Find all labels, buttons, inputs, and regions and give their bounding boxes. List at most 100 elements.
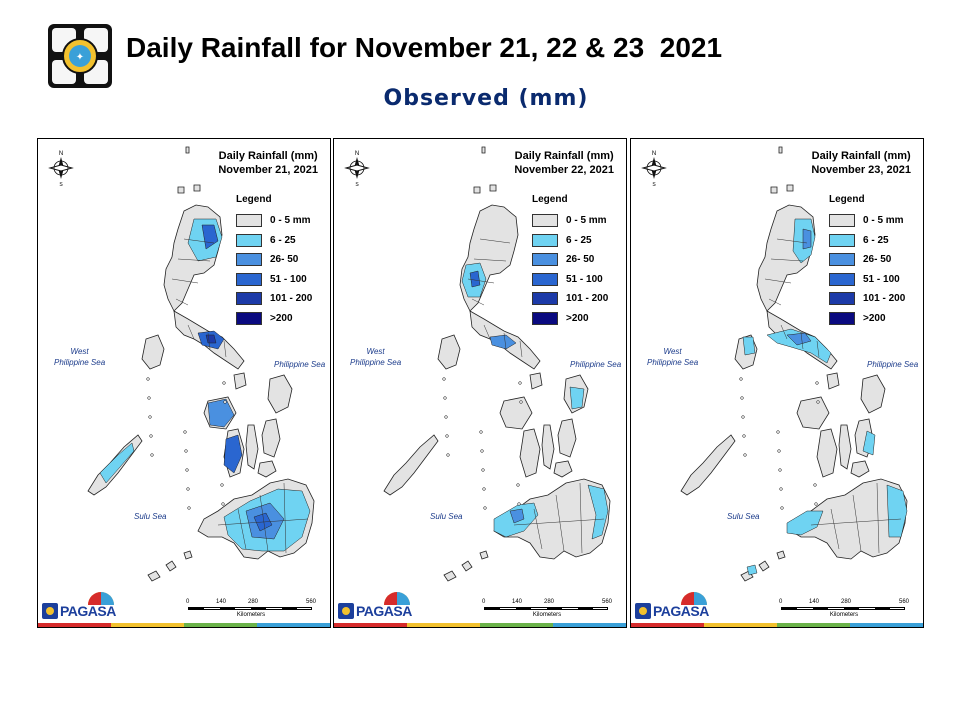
color-strip-segment <box>480 623 553 627</box>
legend-label: 26- 50 <box>863 254 892 266</box>
legend-item: >200 <box>236 309 320 329</box>
legend-label: >200 <box>863 312 886 324</box>
islet <box>815 381 819 385</box>
province-boundary <box>816 340 820 358</box>
color-strip-segment <box>257 623 330 627</box>
legend-swatch <box>532 214 558 228</box>
legend-swatch <box>829 214 855 228</box>
color-strip-segment <box>38 623 111 627</box>
island-outline <box>165 560 177 572</box>
legend-swatch <box>236 272 262 286</box>
island-outline <box>778 146 783 154</box>
north-arrow-icon: N S <box>641 151 667 187</box>
page-subtitle: Observed (mm) <box>383 86 589 111</box>
legend-swatch <box>236 214 262 228</box>
sulu-sea-label: Sulu Sea <box>134 512 167 521</box>
islet <box>184 449 188 453</box>
scale-tick: 560 <box>602 599 613 605</box>
scale-unit: Kilometers <box>236 612 266 618</box>
province-boundary <box>764 278 792 284</box>
island-outline <box>826 372 840 390</box>
island-outline <box>557 418 577 458</box>
map-title: Daily Rainfall (mm) November 22, 2021 <box>514 149 614 177</box>
islet <box>813 483 817 487</box>
islet <box>442 377 446 381</box>
pagasa-mini-logo <box>42 603 58 619</box>
umbrella-icon <box>384 592 410 605</box>
legend-label: 0 - 5 mm <box>270 215 311 227</box>
philippines-map <box>680 146 908 582</box>
color-strip-segment <box>704 623 777 627</box>
islet <box>480 449 484 453</box>
island-outline <box>257 460 277 478</box>
color-strip-segment <box>777 623 850 627</box>
umbrella-icon <box>681 592 707 605</box>
legend-label: >200 <box>566 312 589 324</box>
pagasa-brand-text: PAGASA <box>60 603 116 619</box>
svg-text:S: S <box>652 182 656 187</box>
svg-text:S: S <box>355 182 359 187</box>
scale-tick: 0 <box>482 599 486 605</box>
page-title: Daily Rainfall for November 21, 22 & 23 … <box>126 32 723 63</box>
province-boundary <box>467 278 495 284</box>
legend-swatch <box>236 233 262 247</box>
island-outline <box>838 424 852 470</box>
rainfall-area <box>802 228 812 250</box>
province-boundary <box>237 508 247 550</box>
legend-item: 51 - 100 <box>829 270 913 290</box>
islet <box>221 502 225 506</box>
legend-label: 51 - 100 <box>566 273 603 285</box>
island-outline <box>141 334 165 370</box>
svg-text:N: N <box>355 151 359 157</box>
island-outline <box>499 396 533 430</box>
legend-label: 0 - 5 mm <box>566 215 607 227</box>
legend-label: 0 - 5 mm <box>863 215 904 227</box>
philippine-sea-label: Philippine Sea <box>867 360 919 369</box>
province-boundary <box>780 324 788 340</box>
island-outline <box>267 374 293 414</box>
rainfall-map-panel-3: N S Daily Rainfall (mm) November 23, 202… <box>630 138 924 628</box>
color-strip-segment <box>184 623 257 627</box>
rainfall-area <box>862 430 876 456</box>
islet <box>183 430 187 434</box>
island-outline <box>541 424 555 470</box>
legend-label: 6 - 25 <box>270 234 296 246</box>
legend-item: 26- 50 <box>532 250 616 270</box>
pagasa-brand: PAGASA <box>42 591 118 621</box>
islet <box>741 415 745 419</box>
islet <box>479 430 483 434</box>
pagasa-brand: PAGASA <box>635 591 711 621</box>
rainfall-map-panel-1: N S Daily Rainfall (mm) November 21, 202… <box>37 138 331 628</box>
province-boundary <box>776 238 808 244</box>
legend-label: 101 - 200 <box>566 293 609 305</box>
west-sea-name: Philippine Sea <box>54 358 106 367</box>
islet <box>742 434 746 438</box>
island-outline <box>443 570 457 582</box>
legend-swatch <box>829 292 855 306</box>
color-strip <box>334 623 626 627</box>
scale-tick: 140 <box>216 599 227 605</box>
island-outline <box>770 186 778 194</box>
legend-item: 51 - 100 <box>236 270 320 290</box>
province-boundary <box>519 340 523 358</box>
island-outline <box>850 460 870 478</box>
legend-item: 6 - 25 <box>532 231 616 251</box>
legend-swatch <box>829 311 855 325</box>
legend-label: 101 - 200 <box>863 293 906 305</box>
island-outline <box>519 428 541 478</box>
scale-tick: 0 <box>186 599 190 605</box>
island-outline <box>473 186 481 194</box>
svg-text:S: S <box>59 182 63 187</box>
rainfall-area <box>766 328 832 364</box>
legend-swatch <box>236 311 262 325</box>
color-strip-segment <box>631 623 704 627</box>
island-outline <box>185 146 190 154</box>
island-outline <box>860 374 886 414</box>
scale-tick: 280 <box>544 599 555 605</box>
legend-label: 51 - 100 <box>863 273 900 285</box>
legend-label: >200 <box>270 312 293 324</box>
province-boundary <box>183 238 215 244</box>
province-boundary <box>473 258 507 262</box>
legend: Legend 0 - 5 mm 6 - 25 26- 50 51 - 100 101 -… <box>532 194 616 328</box>
color-strip-segment <box>553 623 626 627</box>
